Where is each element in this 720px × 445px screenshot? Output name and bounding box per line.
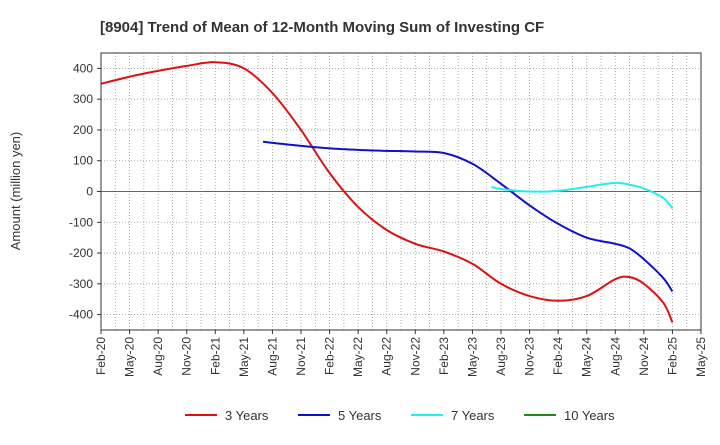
legend-label-3-years: 3 Years <box>225 408 269 423</box>
x-tick-label: May-23 <box>465 337 479 377</box>
x-tick-label: Nov-23 <box>523 337 537 376</box>
x-tick-label: May-21 <box>237 337 251 377</box>
series-line-3-years <box>100 61 674 323</box>
legend: 3 Years 5 Years 7 Years 10 Years <box>185 408 615 423</box>
x-tick-label: Feb-24 <box>551 337 565 375</box>
y-tick-label: 100 <box>73 154 93 168</box>
x-tick-label: Aug-21 <box>265 337 279 376</box>
y-tick-label: 0 <box>86 185 93 199</box>
x-tick-label: May-20 <box>123 337 137 377</box>
x-tick-label: May-22 <box>351 337 365 377</box>
x-tick-label: Aug-24 <box>608 337 622 376</box>
y-tick-label: -200 <box>69 246 93 260</box>
series-line-7-years <box>491 181 674 210</box>
series-lines <box>100 61 674 323</box>
x-tick-label: Feb-20 <box>94 337 108 375</box>
x-tick-label: Nov-21 <box>294 337 308 376</box>
legend-label-5-years: 5 Years <box>338 408 382 423</box>
legend-label-7-years: 7 Years <box>451 408 495 423</box>
x-tick-label: May-25 <box>694 337 708 377</box>
legend-label-10-years: 10 Years <box>564 408 615 423</box>
y-tick-label: -300 <box>69 277 93 291</box>
x-tick-label: May-24 <box>580 337 594 377</box>
y-tick-label: 200 <box>73 123 93 137</box>
x-tick-label: Feb-22 <box>323 337 337 375</box>
x-axis-ticks: Feb-20 May-20 Aug-20 Nov-20 Feb-21 May-21 Aug-… <box>94 330 708 377</box>
x-tick-label: Aug-20 <box>151 337 165 376</box>
y-tick-label: 300 <box>73 92 93 106</box>
x-tick-label: Aug-22 <box>380 337 394 376</box>
y-axis-ticks: 400 300 200 100 0 -100 -200 -300 -400 <box>69 61 101 322</box>
x-tick-label: Feb-21 <box>208 337 222 375</box>
y-tick-label: -100 <box>69 215 93 229</box>
x-tick-label: Nov-20 <box>180 337 194 376</box>
x-tick-label: Feb-23 <box>437 337 451 375</box>
x-tick-label: Nov-24 <box>637 337 651 376</box>
x-tick-label: Aug-23 <box>494 337 508 376</box>
y-axis-label: Amount (million yen) <box>8 132 23 251</box>
y-tick-label: -400 <box>69 308 93 322</box>
x-tick-label: Feb-25 <box>665 337 679 375</box>
chart-title: [8904] Trend of Mean of 12-Month Moving … <box>100 19 544 36</box>
series-line-5-years <box>262 140 674 293</box>
x-tick-label: Nov-22 <box>408 337 422 376</box>
y-tick-label: 400 <box>73 61 93 75</box>
